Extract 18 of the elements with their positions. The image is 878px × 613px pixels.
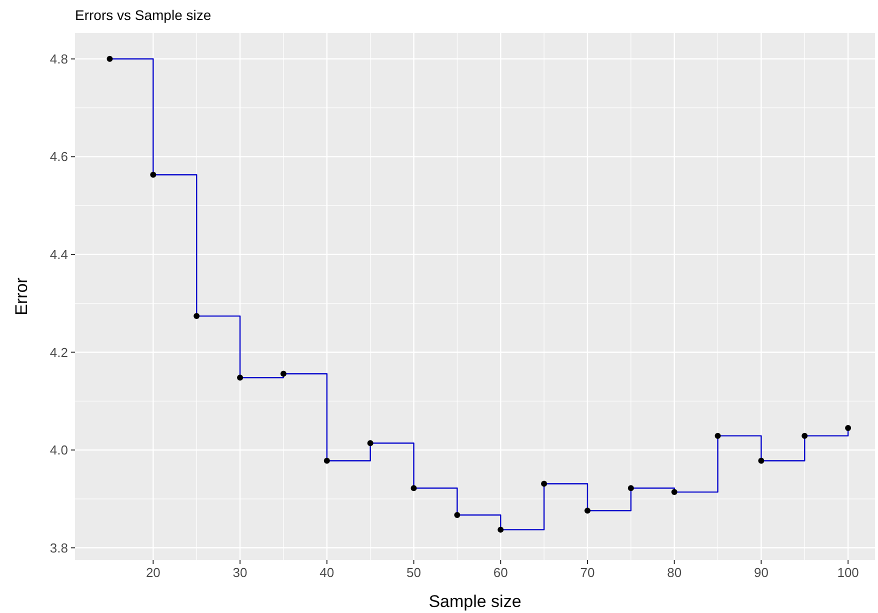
x-tick-label: 90: [754, 565, 768, 580]
x-axis-title: Sample size: [428, 592, 522, 611]
y-tick-label: 4.2: [50, 344, 68, 360]
y-tick-label: 4.0: [50, 442, 68, 458]
y-tick-label: 4.8: [50, 51, 68, 66]
x-tick-label: 40: [320, 565, 334, 580]
y-tick-label: 4.4: [50, 247, 68, 262]
x-tick-label: 100: [837, 565, 859, 580]
y-tick-label: 4.6: [50, 149, 68, 164]
chart-title: Errors vs Sample size: [75, 7, 212, 23]
x-tick-label: 20: [146, 565, 160, 580]
x-tick-label: 70: [580, 565, 595, 580]
y-tick-label: 3.8: [50, 540, 68, 556]
x-tick-label: 50: [406, 565, 421, 580]
y-axis-title: Error: [12, 277, 31, 316]
x-tick-label: 60: [493, 565, 508, 580]
x-tick-label: 80: [667, 565, 682, 580]
x-tick-label: 30: [232, 565, 248, 580]
